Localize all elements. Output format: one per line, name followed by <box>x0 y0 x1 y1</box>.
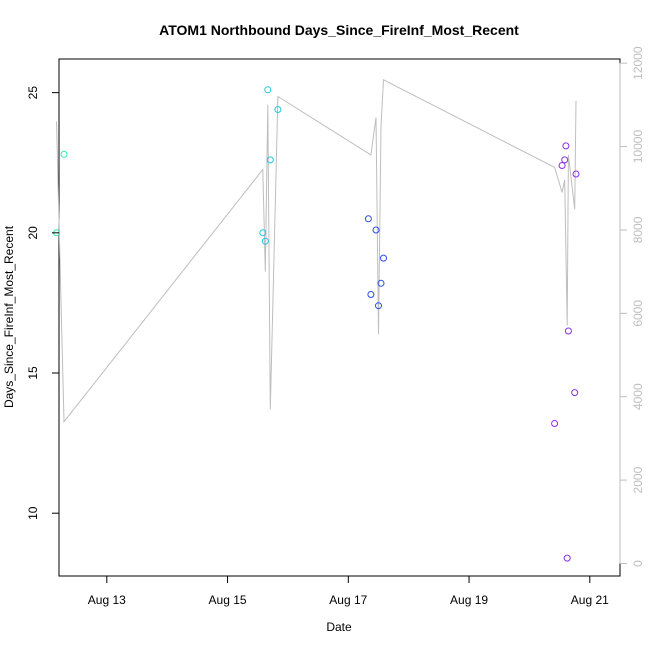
x-axis: Aug 13 Aug 15 Aug 17 Aug 19 Aug 21 <box>88 576 609 607</box>
data-point <box>375 302 382 310</box>
data-point <box>562 142 570 150</box>
y-tick-label: 20 <box>26 226 40 240</box>
data-point <box>372 226 380 234</box>
data-point <box>367 291 375 298</box>
x-axis-label: Date <box>326 620 352 634</box>
x-tick-label: Aug 15 <box>209 593 247 607</box>
data-point <box>259 229 267 237</box>
data-point <box>571 389 579 397</box>
data-point <box>60 150 68 158</box>
data-point <box>377 279 385 287</box>
y-tick-label: 25 <box>26 86 40 100</box>
series-line <box>56 79 577 424</box>
data-point <box>274 106 282 113</box>
y-axis-label: Days_Since_FireInf_Most_Recent <box>2 225 16 408</box>
data-point <box>551 420 559 427</box>
plot-frame <box>58 58 621 577</box>
y2-axis: 0 2000 4000 6000 8000 10000 12000 <box>619 46 645 567</box>
y-axis: 10 15 20 25 <box>26 86 59 520</box>
y-tick-label: 15 <box>26 366 40 380</box>
data-point <box>572 170 580 178</box>
data-point <box>266 156 274 164</box>
y2-tick-label: 2000 <box>631 466 645 493</box>
x-tick-label: Aug 17 <box>329 593 367 607</box>
data-point <box>264 86 272 94</box>
y2-tick-label: 0 <box>631 560 645 567</box>
data-point <box>561 156 569 164</box>
x-tick-label: Aug 19 <box>450 593 488 607</box>
x-tick-label: Aug 21 <box>571 593 609 607</box>
y2-tick-label: 6000 <box>631 300 645 327</box>
chart-title: ATOM1 Northbound Days_Since_FireInf_Most… <box>159 22 519 38</box>
data-point <box>364 215 372 223</box>
x-tick-label: Aug 13 <box>88 593 126 607</box>
data-point <box>563 554 571 562</box>
y2-tick-label: 10000 <box>631 130 645 164</box>
data-point <box>261 237 269 245</box>
y2-tick-label: 8000 <box>631 216 645 243</box>
data-point <box>564 327 572 335</box>
points-layer <box>53 86 580 562</box>
y2-tick-label: 4000 <box>631 383 645 410</box>
y2-tick-label: 12000 <box>631 46 645 80</box>
y-tick-label: 10 <box>26 506 40 520</box>
data-point <box>558 162 566 169</box>
data-point <box>380 254 387 262</box>
